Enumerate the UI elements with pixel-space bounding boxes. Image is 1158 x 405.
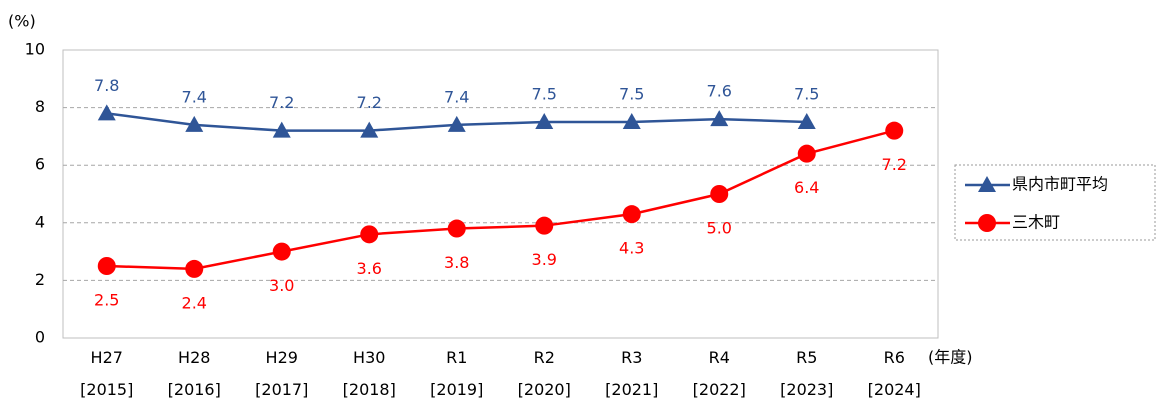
x-tick-label: R6 [2024] (867, 348, 921, 399)
data-point (885, 121, 904, 140)
data-point (710, 110, 729, 127)
x-tick-label: R1 [2019] (430, 348, 484, 399)
x-tick-label: H30 [2018] (342, 348, 396, 399)
x-axis-label: (年度) (928, 348, 973, 367)
y-tick-label: 8 (35, 97, 45, 116)
data-label: 7.4 (444, 87, 469, 106)
data-label: 7.5 (619, 85, 644, 104)
data-point (272, 121, 291, 138)
y-tick-label: 0 (35, 328, 45, 347)
series-line (106, 129, 895, 271)
data-point (447, 115, 466, 132)
data-point (535, 216, 554, 235)
data-label: 2.4 (182, 293, 207, 312)
data-point (185, 259, 204, 278)
x-tick-label: H27 [2015] (80, 348, 134, 399)
data-point (622, 205, 641, 224)
x-tick-label: H28 [2016] (167, 348, 221, 399)
data-point (97, 257, 116, 275)
data-point (797, 144, 816, 163)
data-label: 7.2 (882, 155, 907, 174)
data-label: 7.5 (532, 85, 557, 104)
data-point (272, 242, 291, 261)
data-point (97, 104, 116, 121)
y-tick-label: 2 (35, 270, 45, 289)
data-label: 4.3 (619, 239, 644, 258)
data-label: 7.8 (94, 76, 119, 95)
plot-border (62, 49, 939, 339)
data-label: 3.6 (357, 259, 382, 278)
y-tick-label: 6 (35, 155, 45, 174)
data-label: 7.2 (269, 93, 294, 112)
data-label: 3.8 (444, 253, 469, 272)
data-label: 3.0 (269, 276, 294, 295)
legend-label: 県内市町平均 (1012, 175, 1108, 194)
data-point (535, 113, 554, 129)
data-point (360, 121, 379, 138)
data-point (622, 113, 641, 129)
data-point (185, 115, 204, 132)
y-tick-label: 4 (35, 212, 45, 231)
data-point (710, 185, 729, 203)
data-label: 3.9 (532, 250, 557, 269)
y-axis-label: (%) (8, 12, 36, 31)
legend-marker (978, 176, 996, 192)
legend-label: 三木町 (1012, 213, 1060, 232)
data-label: 7.6 (707, 82, 732, 101)
y-tick-label: 10 (25, 40, 45, 59)
data-label: 5.0 (707, 219, 732, 238)
data-label: 7.4 (182, 87, 207, 106)
x-tick-label: R3 [2021] (605, 348, 659, 399)
x-tick-label: H29 [2017] (255, 348, 309, 399)
x-tick-label: R4 [2022] (692, 348, 746, 399)
data-point (360, 225, 379, 244)
data-label: 7.5 (794, 85, 819, 104)
legend-box (954, 164, 1156, 241)
data-point (797, 113, 816, 129)
data-label: 7.2 (357, 93, 382, 112)
x-tick-label: R5 [2023] (780, 348, 834, 399)
legend-marker (978, 214, 996, 232)
data-point (447, 219, 466, 238)
data-label: 2.5 (94, 291, 119, 310)
data-label: 6.4 (794, 178, 819, 197)
x-tick-label: R2 [2020] (517, 348, 571, 399)
